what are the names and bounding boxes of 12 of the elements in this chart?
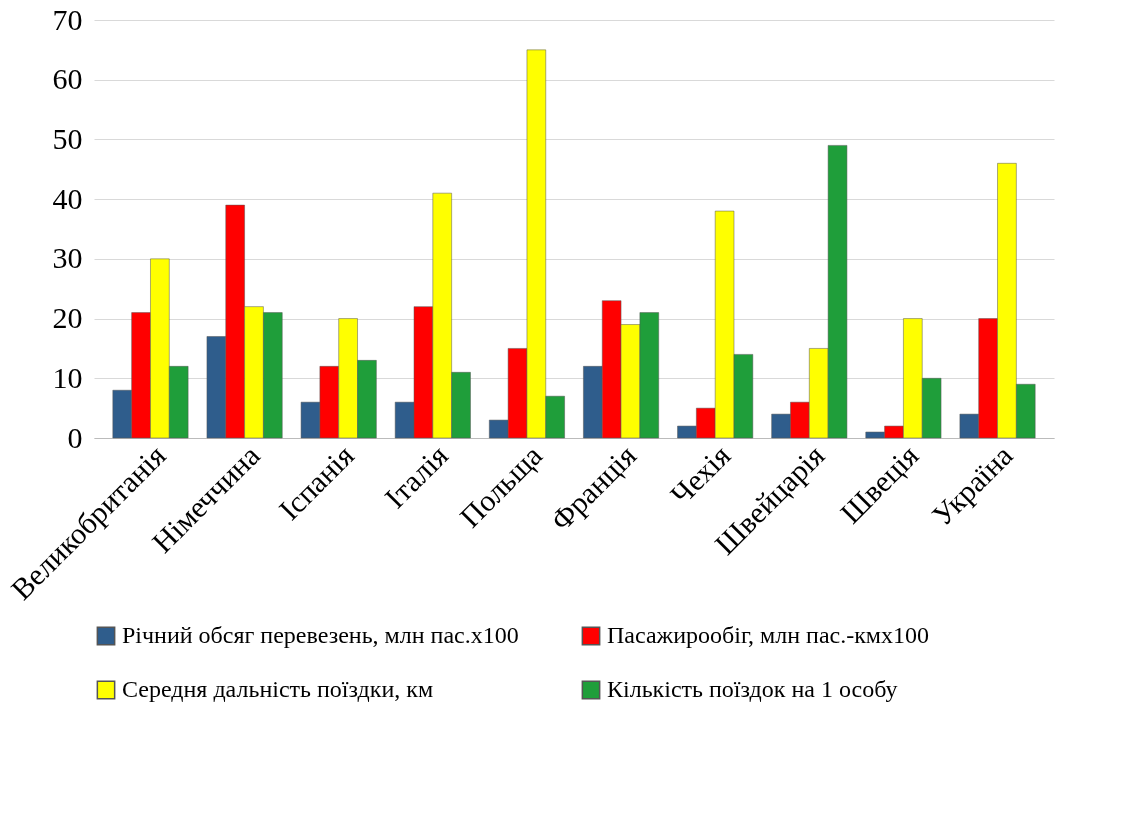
y-tick-label: 30 [52, 241, 83, 275]
y-tick-label: 0 [67, 420, 83, 454]
y-tick-label: 40 [52, 181, 83, 215]
legend-label: Середня дальність поїздки, км [122, 676, 434, 702]
legend-label: Кількість поїздок на 1 особу [607, 676, 898, 702]
legend-label: Річний обсяг перевезень, млн пас.x100 [122, 622, 519, 648]
y-tick-label: 70 [52, 2, 83, 36]
y-tick-label: 20 [52, 301, 83, 335]
y-tick-label: 10 [52, 360, 83, 394]
legend-label: Пасажирообіг, млн пас.-кмx100 [607, 622, 930, 648]
y-tick-label: 50 [52, 121, 83, 155]
y-tick-label: 60 [52, 62, 83, 96]
